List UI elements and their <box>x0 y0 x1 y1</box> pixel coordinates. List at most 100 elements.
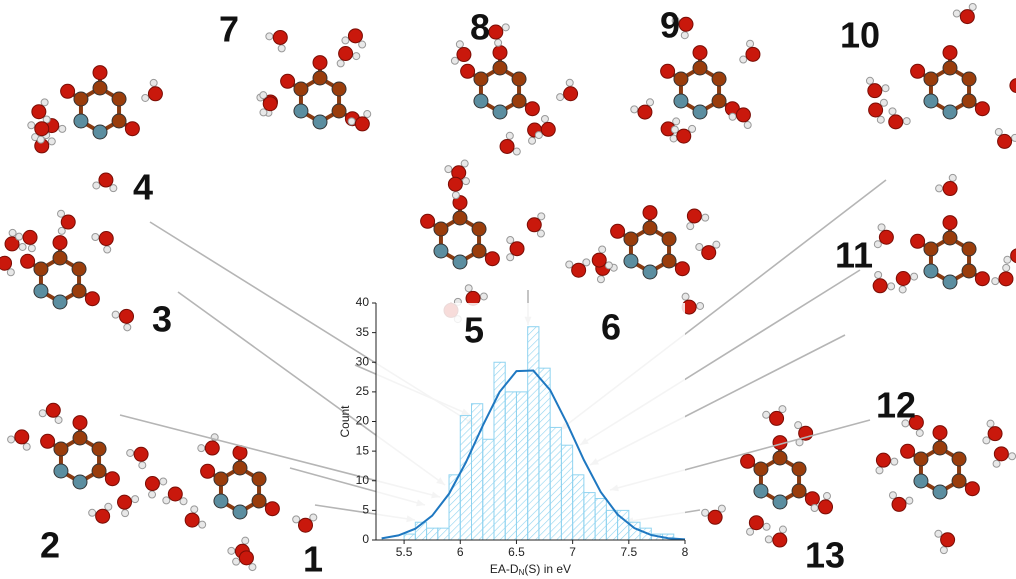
hydrogen <box>810 503 819 512</box>
hydrogen <box>444 165 453 174</box>
carbon <box>331 103 347 119</box>
carbon <box>961 93 977 109</box>
carbon <box>92 80 108 96</box>
hydrogen <box>528 136 537 145</box>
hydrogen <box>910 272 919 281</box>
structure-label: 6 <box>601 307 621 348</box>
hydrogen <box>18 242 27 251</box>
hydrogen <box>982 436 991 445</box>
oxygen <box>98 172 114 188</box>
hydrogen <box>952 9 961 18</box>
oxygen <box>1010 248 1016 264</box>
oxygen <box>52 235 68 251</box>
carbon <box>213 471 229 487</box>
oxygen <box>910 233 926 249</box>
carbon <box>111 113 127 129</box>
oxygen <box>264 501 280 517</box>
hydrogen <box>986 419 995 428</box>
hydrogen <box>159 477 168 486</box>
hydrogen <box>464 284 473 293</box>
structure-label: 12 <box>876 385 916 426</box>
nitrogen <box>53 463 69 479</box>
hydrogen <box>695 242 704 251</box>
hydrogen <box>506 253 515 262</box>
oxygen <box>92 65 108 81</box>
oxygen <box>204 440 220 456</box>
carbon <box>72 430 88 446</box>
hydrogen <box>190 505 199 514</box>
fit-curve <box>381 369 686 541</box>
structure-label: 10 <box>840 15 880 56</box>
hydrogen <box>939 546 948 555</box>
y-tick-label: 35 <box>356 325 370 339</box>
structure-label: 3 <box>152 299 172 340</box>
carbon <box>73 91 89 107</box>
hydrogen <box>604 261 613 270</box>
x-tick-label: 7 <box>569 545 576 559</box>
hydrogen <box>148 490 157 499</box>
oxygen <box>660 63 676 79</box>
carbon <box>71 283 87 299</box>
oxygen <box>571 262 587 278</box>
hydrogen <box>126 448 135 457</box>
carbon <box>52 250 68 266</box>
hydrogen <box>57 226 66 235</box>
nitrogen <box>73 113 89 129</box>
oxygen <box>959 9 975 25</box>
bar <box>560 444 574 541</box>
hydrogen <box>681 292 690 301</box>
carbon <box>511 93 527 109</box>
hydrogen <box>728 112 737 121</box>
carbon <box>791 461 807 477</box>
hydrogen <box>149 78 158 87</box>
oxygen <box>492 45 508 61</box>
bar <box>538 367 551 541</box>
hydrogen <box>565 78 574 87</box>
hydrogen <box>794 421 803 430</box>
hydrogen <box>123 323 132 332</box>
oxygen <box>769 410 785 426</box>
hydrogen <box>109 184 118 193</box>
oxygen <box>940 532 956 548</box>
hydrogen <box>534 131 543 140</box>
oxygen <box>563 86 579 102</box>
nitrogen <box>33 283 49 299</box>
carbon <box>961 71 977 87</box>
hydrogen <box>179 497 188 506</box>
carbon <box>473 71 489 87</box>
carbon <box>511 71 527 87</box>
nitrogen <box>293 103 309 119</box>
nitrogen <box>913 473 929 489</box>
bar <box>583 492 596 541</box>
hydrogen <box>865 76 874 85</box>
hydrogen <box>881 84 890 93</box>
hydrogen <box>968 2 977 11</box>
hydrogen <box>91 232 100 241</box>
bar <box>504 391 517 541</box>
oxygen <box>354 116 370 132</box>
oxygen <box>460 63 476 79</box>
oxygen <box>804 491 820 507</box>
bar <box>572 474 585 541</box>
carbon <box>951 451 967 467</box>
oxygen <box>868 102 884 118</box>
carbon <box>251 471 267 487</box>
oxygen <box>942 215 958 231</box>
oxygen <box>637 104 653 120</box>
structure-label: 7 <box>219 9 239 50</box>
carbon <box>923 241 939 257</box>
carbon <box>232 460 248 476</box>
hydrogen <box>22 442 31 451</box>
oxygen <box>499 138 515 154</box>
oxygen <box>119 308 135 324</box>
hydrogen <box>764 535 773 544</box>
oxygen <box>45 402 61 418</box>
nitrogen <box>213 493 229 509</box>
hydrogen <box>241 536 250 545</box>
hydrogen <box>743 121 752 130</box>
nitrogen <box>492 104 508 120</box>
oxygen <box>84 291 100 307</box>
y-tick-label: 10 <box>356 473 370 487</box>
hydrogen <box>451 191 460 200</box>
oxygen <box>447 176 463 192</box>
